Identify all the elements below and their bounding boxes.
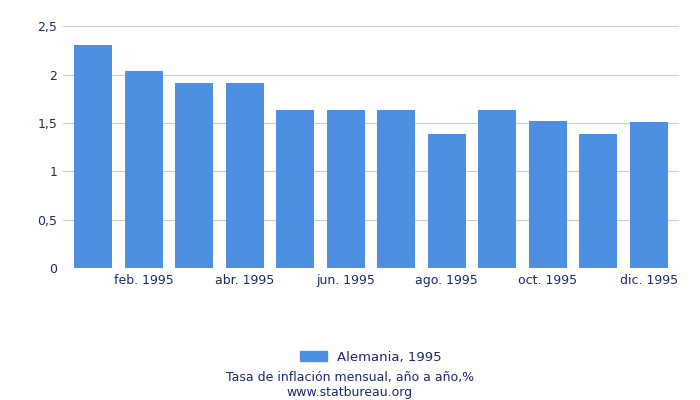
Bar <box>580 134 617 268</box>
Bar <box>125 71 162 268</box>
Text: www.statbureau.org: www.statbureau.org <box>287 386 413 399</box>
Bar <box>528 121 567 268</box>
Text: Tasa de inflación mensual, año a año,%: Tasa de inflación mensual, año a año,% <box>226 372 474 384</box>
Bar <box>327 110 365 268</box>
Bar <box>276 110 314 268</box>
Bar <box>175 84 214 268</box>
Bar <box>74 45 112 268</box>
Bar <box>226 84 264 268</box>
Bar <box>478 110 516 268</box>
Bar <box>377 110 415 268</box>
Bar <box>428 134 466 268</box>
Legend: Alemania, 1995: Alemania, 1995 <box>295 345 447 369</box>
Bar <box>630 122 668 268</box>
